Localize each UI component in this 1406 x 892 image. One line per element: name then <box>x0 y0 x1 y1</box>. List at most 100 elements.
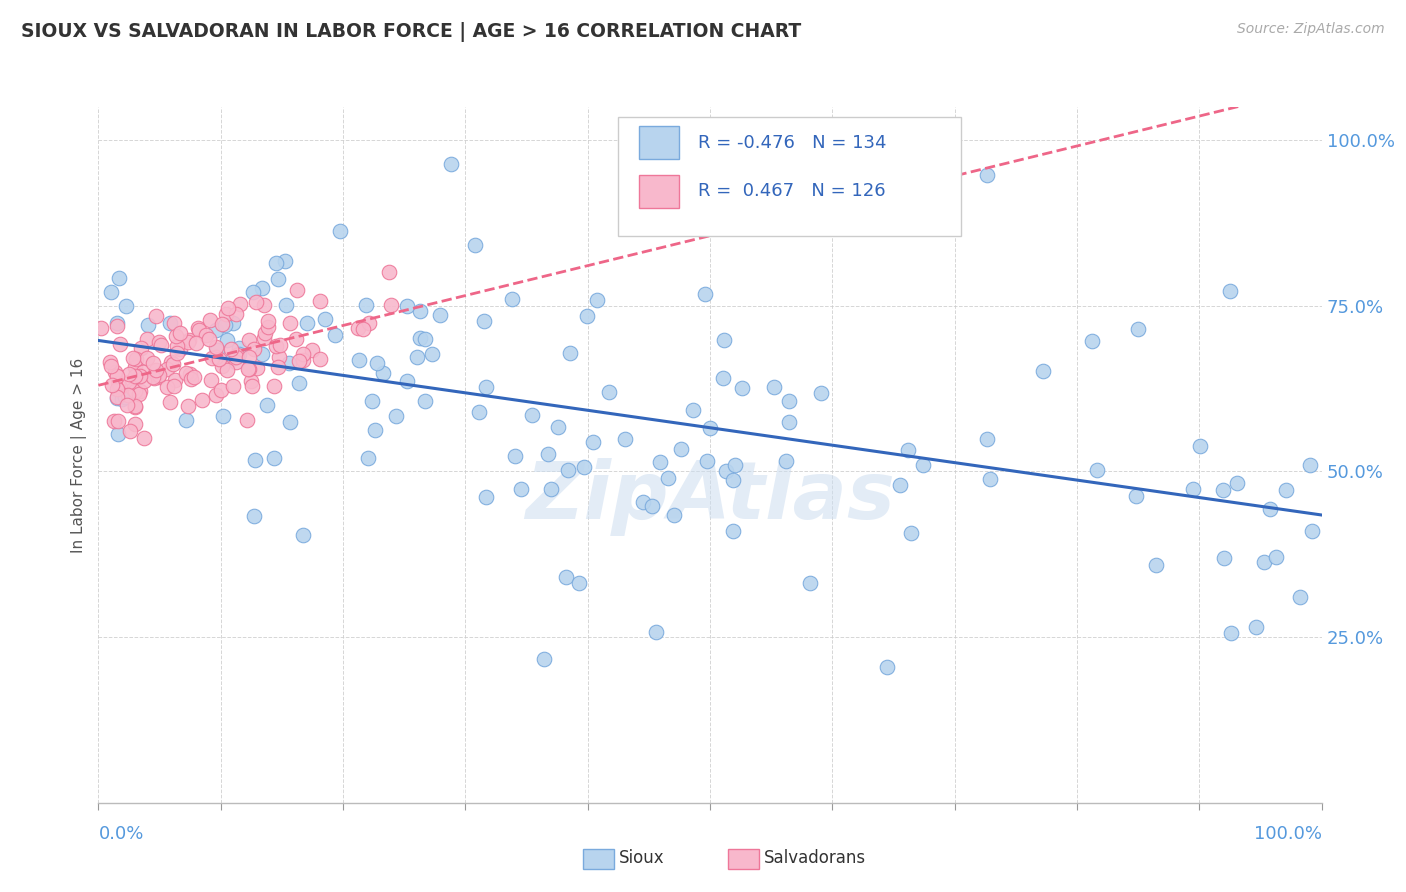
Point <box>256 398 278 412</box>
Point <box>225 307 247 321</box>
Point <box>179 367 201 381</box>
Point <box>163 316 186 330</box>
Point <box>699 420 721 434</box>
Point <box>731 381 754 395</box>
Point <box>105 390 128 404</box>
Point <box>1253 555 1275 569</box>
Point <box>177 334 200 349</box>
Point <box>118 367 141 381</box>
Point <box>159 316 181 330</box>
Point <box>104 365 127 379</box>
Point <box>360 394 382 409</box>
Point <box>253 297 276 311</box>
Point <box>810 386 832 401</box>
Point <box>277 356 299 370</box>
Point <box>366 356 388 370</box>
Point <box>533 652 555 666</box>
Point <box>107 271 129 285</box>
Point <box>420 346 443 360</box>
Point <box>641 499 664 513</box>
Point <box>796 206 818 220</box>
Point <box>503 449 526 463</box>
Point <box>243 342 266 356</box>
Point <box>208 351 231 366</box>
Point <box>292 353 315 368</box>
Point <box>150 338 173 352</box>
Point <box>243 453 266 467</box>
Point <box>352 322 374 336</box>
Point <box>509 482 531 496</box>
Point <box>180 372 202 386</box>
Point <box>211 317 233 331</box>
Point <box>145 363 167 377</box>
Point <box>568 575 591 590</box>
Point <box>287 354 309 368</box>
Point <box>205 343 228 357</box>
Point <box>186 336 208 351</box>
Point <box>129 342 152 356</box>
Point <box>115 399 138 413</box>
Point <box>219 342 242 356</box>
Point <box>136 318 159 332</box>
Point <box>292 528 315 542</box>
Point <box>598 385 620 400</box>
Point <box>273 254 295 268</box>
Point <box>395 374 418 388</box>
Point <box>124 368 146 383</box>
Point <box>724 458 747 472</box>
Point <box>242 285 264 300</box>
Text: 0.0%: 0.0% <box>98 825 143 843</box>
Point <box>1246 620 1268 634</box>
Point <box>215 363 238 377</box>
Point <box>226 348 249 362</box>
Point <box>229 297 252 311</box>
Point <box>1301 524 1323 539</box>
Point <box>1081 334 1104 348</box>
Y-axis label: In Labor Force | Age > 16: In Labor Force | Age > 16 <box>72 358 87 552</box>
Point <box>250 280 273 294</box>
Point <box>1275 483 1298 497</box>
Point <box>132 365 155 379</box>
Point <box>585 293 607 307</box>
Point <box>554 569 576 583</box>
Point <box>240 379 263 393</box>
Point <box>645 624 668 639</box>
Point <box>314 312 336 326</box>
Point <box>979 472 1001 486</box>
Text: ZipAtlas: ZipAtlas <box>524 458 896 536</box>
Point <box>778 393 800 408</box>
Point <box>107 368 129 383</box>
Point <box>557 462 579 476</box>
Point <box>301 343 323 358</box>
Point <box>103 414 125 428</box>
Point <box>405 350 427 364</box>
Point <box>217 333 239 347</box>
Text: 100.0%: 100.0% <box>1254 825 1322 843</box>
Point <box>1226 475 1249 490</box>
Point <box>501 292 523 306</box>
Point <box>778 415 800 429</box>
Point <box>166 339 188 353</box>
Point <box>696 454 718 468</box>
Point <box>897 442 920 457</box>
Point <box>228 341 250 355</box>
Point <box>1144 558 1167 572</box>
Point <box>148 370 170 384</box>
Point <box>349 353 371 368</box>
Point <box>179 333 201 347</box>
Point <box>657 471 679 485</box>
Point <box>762 380 785 394</box>
Point <box>135 351 157 366</box>
Point <box>98 355 121 369</box>
Point <box>613 432 636 446</box>
Point <box>889 478 911 492</box>
Point <box>163 379 186 393</box>
Point <box>264 338 287 352</box>
Point <box>155 379 177 393</box>
Point <box>713 333 735 347</box>
FancyBboxPatch shape <box>619 118 960 235</box>
Point <box>329 224 352 238</box>
Point <box>284 332 307 346</box>
Point <box>90 320 112 334</box>
Point <box>1125 489 1147 503</box>
